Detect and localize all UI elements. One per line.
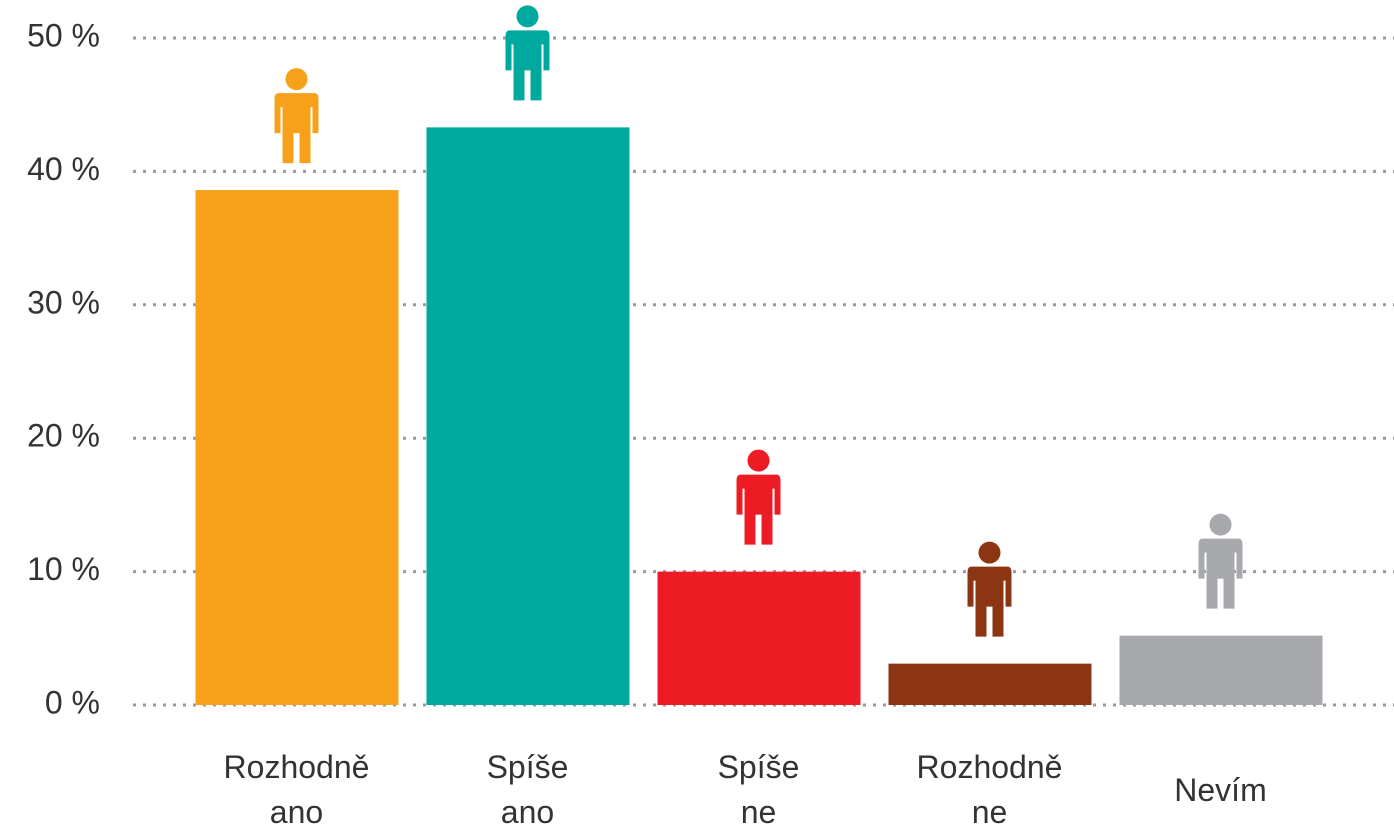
person-icon xyxy=(505,5,550,101)
bar xyxy=(888,663,1092,705)
x-tick-label-line: ano xyxy=(270,794,323,829)
y-tick-label: 30 % xyxy=(27,284,100,320)
icon-head xyxy=(516,5,539,28)
icon-head xyxy=(978,541,1001,564)
icon-body xyxy=(274,93,319,164)
x-tick-label-line: ne xyxy=(741,794,777,829)
x-tick-label: Rozhodně ne xyxy=(917,749,1063,829)
x-tick-label: Spíše ne xyxy=(718,749,800,829)
x-tick-label-line: Nevím xyxy=(1174,772,1266,808)
x-tick-label: Spíše ano xyxy=(487,749,569,829)
icon-body xyxy=(1198,538,1243,609)
x-tick-label: Rozhodně ano xyxy=(224,749,370,829)
icon-body xyxy=(736,474,781,545)
y-tick-label: 0 % xyxy=(45,684,100,720)
person-icon xyxy=(1198,513,1243,609)
person-icon xyxy=(967,541,1012,637)
y-tick-label: 50 % xyxy=(27,17,100,53)
icon-head xyxy=(285,68,308,91)
bar xyxy=(657,571,861,705)
y-tick-label: 20 % xyxy=(27,418,100,454)
x-tick-label-line: ano xyxy=(501,794,554,829)
icon-body xyxy=(967,566,1012,637)
x-tick-label-line: Spíše xyxy=(487,749,569,785)
x-tick-label-line: Rozhodně xyxy=(224,749,370,785)
x-tick-label-line: ne xyxy=(972,794,1008,829)
bar xyxy=(1119,635,1323,705)
y-tick-label: 10 % xyxy=(27,551,100,587)
person-icon xyxy=(274,68,319,164)
x-tick-label: Nevím xyxy=(1174,772,1266,808)
icon-head xyxy=(747,449,770,472)
bar xyxy=(426,127,630,706)
x-tick-label-line: Rozhodně xyxy=(917,749,1063,785)
y-tick-label: 40 % xyxy=(27,151,100,187)
icon-body xyxy=(505,30,550,101)
person-icon xyxy=(736,449,781,545)
x-tick-label-line: Spíše xyxy=(718,749,800,785)
bar xyxy=(195,190,399,706)
icon-head xyxy=(1209,513,1232,536)
